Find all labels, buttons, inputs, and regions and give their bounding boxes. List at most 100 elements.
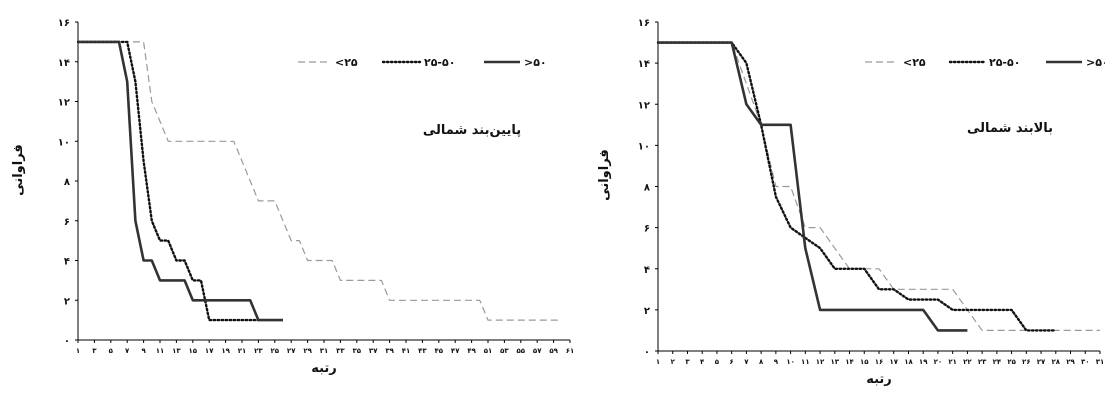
x-tick-label: ۳۰ xyxy=(1081,358,1090,366)
y-tick-label: ۴ xyxy=(644,265,650,276)
x-tick-label: ۷ xyxy=(125,347,130,355)
x-tick-label: ۱۳ xyxy=(831,358,840,366)
x-tick-label: ۲۳ xyxy=(978,358,987,366)
x-tick-label: ۲۳ xyxy=(254,347,263,355)
legend-label-0: <۲۵ xyxy=(335,56,358,69)
x-tick-label: ۱۵ xyxy=(860,358,869,366)
x-tick-label: ۴۳ xyxy=(418,347,427,355)
x-tick-label: ۴۹ xyxy=(467,347,476,355)
y-tick-label: ۰ xyxy=(64,336,70,347)
x-tick-label: ۳۳ xyxy=(336,347,345,355)
x-tick-label: ۶ xyxy=(730,358,734,366)
chart-annotation: پایین‌بند شمالی xyxy=(423,123,521,138)
x-tick-label: ۱۱ xyxy=(801,358,810,366)
y-tick-label: ۶ xyxy=(64,217,70,228)
x-tick-label: ۱۲ xyxy=(816,358,825,366)
x-tick-label: ۳۷ xyxy=(369,347,378,355)
x-tick-label: ۲۹ xyxy=(303,347,312,355)
x-tick-label: ۳۱ xyxy=(1096,358,1105,366)
x-tick-label: ۵۳ xyxy=(500,347,509,355)
y-tick-label: ۱۶ xyxy=(638,18,650,29)
x-tick-label: ۲۹ xyxy=(1066,358,1075,366)
x-tick-label: ۲۱ xyxy=(948,358,957,366)
x-tick-label: ۵ xyxy=(715,358,720,366)
legend-label-2: >۵۰ xyxy=(1086,56,1105,69)
x-tick-label: ۴۷ xyxy=(451,347,460,355)
x-tick-label: ۱۹ xyxy=(221,347,230,355)
x-tick-label: ۲۵ xyxy=(271,347,280,355)
x-tick-label: ۵۱ xyxy=(484,347,493,355)
x-tick-label: ۵۵ xyxy=(517,347,526,355)
y-axis-title: فراوانی xyxy=(597,149,612,201)
x-tick-label: ۵ xyxy=(109,347,114,355)
x-tick-label: ۳ xyxy=(92,347,97,355)
y-tick-label: ۱۴ xyxy=(58,58,70,69)
legend-label-1: ۲۵-۵۰ xyxy=(424,56,455,69)
x-axis-title: رتبه xyxy=(311,361,337,376)
series-line-0 xyxy=(78,41,562,321)
y-tick-label: ۶ xyxy=(644,224,650,235)
x-tick-label: ۹ xyxy=(141,347,146,355)
x-tick-label: ۵۹ xyxy=(549,347,558,355)
x-tick-label: ۱۷ xyxy=(205,347,214,355)
x-tick-label: ۲۸ xyxy=(1052,358,1061,366)
x-tick-label: ۲۵ xyxy=(1007,358,1016,366)
x-tick-label: ۵۷ xyxy=(533,347,542,355)
y-tick-label: ۸ xyxy=(644,183,650,194)
x-tick-label: ۳۹ xyxy=(385,347,394,355)
x-tick-label: ۴۵ xyxy=(435,347,444,355)
chart-annotation: بالابند شمالی xyxy=(967,121,1053,136)
y-tick-label: ۲ xyxy=(64,296,70,307)
x-tick-label: ۶۱ xyxy=(566,347,575,355)
x-tick-label: ۴ xyxy=(700,358,705,366)
y-tick-label: ۸ xyxy=(64,177,70,188)
x-tick-label: ۲۴ xyxy=(993,358,1002,366)
x-tick-label: ۳۱ xyxy=(320,347,329,355)
x-tick-label: ۳ xyxy=(685,358,690,366)
y-tick-label: ۱۰ xyxy=(58,137,70,148)
series-line-1 xyxy=(656,41,1057,332)
x-tick-label: ۱ xyxy=(656,358,660,366)
y-axis-title: فراوانی xyxy=(11,144,26,196)
x-tick-label: ۲۷ xyxy=(1037,358,1046,366)
x-tick-label: ۱۸ xyxy=(904,358,913,366)
x-tick-label: ۱۹ xyxy=(919,358,928,366)
x-tick-label: ۱۴ xyxy=(845,358,854,366)
legend-label-0: <۲۵ xyxy=(903,56,926,69)
x-tick-label: ۱ xyxy=(76,347,80,355)
x-tick-label: ۱۱ xyxy=(156,347,165,355)
x-tick-label: ۳۵ xyxy=(353,347,362,355)
x-tick-label: ۱۶ xyxy=(875,358,884,366)
y-tick-label: ۱۰ xyxy=(638,141,650,152)
y-tick-label: ۱۶ xyxy=(58,18,70,29)
series-line-1 xyxy=(76,40,260,322)
x-tick-label: ۷ xyxy=(744,358,749,366)
x-tick-label: ۲۰ xyxy=(934,358,943,366)
x-tick-label: ۲۲ xyxy=(963,358,972,366)
y-tick-label: ۴ xyxy=(64,257,70,268)
legend-label-2: >۵۰ xyxy=(524,56,547,69)
x-tick-label: ۱۷ xyxy=(889,358,898,366)
series-line-2 xyxy=(658,41,968,332)
x-tick-label: ۲۱ xyxy=(238,347,247,355)
x-axis-title: رتبه xyxy=(866,372,892,387)
y-tick-label: ۱۲ xyxy=(638,100,650,111)
x-tick-label: ۹ xyxy=(774,358,779,366)
x-tick-label: ۸ xyxy=(759,358,764,366)
series-line-2 xyxy=(78,40,283,322)
x-tick-label: ۴۱ xyxy=(402,347,411,355)
x-tick-label: ۲ xyxy=(671,358,676,366)
y-tick-label: ۰ xyxy=(644,347,650,358)
y-tick-label: ۲ xyxy=(644,306,650,317)
legend-label-1: ۲۵-۵۰ xyxy=(989,56,1020,69)
x-tick-label: ۱۰ xyxy=(786,358,795,366)
y-tick-label: ۱۲ xyxy=(58,98,70,109)
x-tick-label: ۲۷ xyxy=(287,347,296,355)
y-tick-label: ۱۴ xyxy=(638,59,650,70)
x-tick-label: ۱۳ xyxy=(172,347,181,355)
series-line-0 xyxy=(658,41,1100,331)
x-tick-label: ۲۶ xyxy=(1022,358,1031,366)
x-tick-label: ۱۵ xyxy=(189,347,198,355)
